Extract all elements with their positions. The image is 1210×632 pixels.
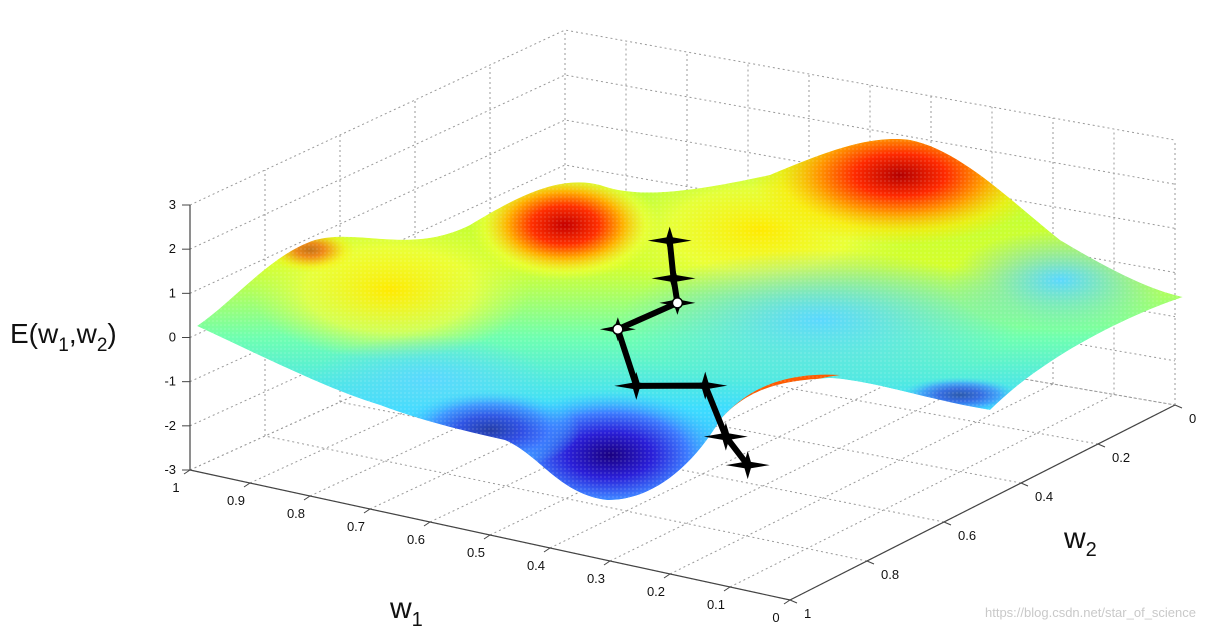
- path-circle-marker: [671, 297, 684, 309]
- x-tick: [363, 508, 371, 514]
- watermark: https://blog.csdn.net/star_of_science: [984, 605, 1196, 620]
- x-tick-label: 0.2: [647, 584, 665, 599]
- y-tick-label: 0.2: [1112, 450, 1130, 465]
- path-star-marker: [725, 451, 770, 480]
- z-tick-label: -1: [164, 374, 176, 389]
- x-tick-label: 0.7: [347, 519, 365, 534]
- y-tick-label: 0: [1189, 411, 1196, 426]
- x-tick-label: 0.6: [407, 532, 425, 547]
- y-axis-line: [789, 404, 1176, 601]
- descent-path: [599, 226, 770, 480]
- z-tick-label: 0: [169, 330, 176, 345]
- x-tick-label: 1: [172, 480, 179, 495]
- path-star-marker: [683, 371, 728, 400]
- x-tick-label: 0.5: [467, 545, 485, 560]
- z-axis-title: E(w1,w2): [10, 318, 117, 356]
- z-tick-label: -2: [164, 418, 176, 433]
- x-axis-title: w1: [389, 592, 423, 631]
- y-tick: [866, 560, 875, 565]
- x-tick: [483, 534, 491, 540]
- surface-body: [197, 139, 1183, 500]
- z-tick-label: 3: [169, 197, 176, 212]
- grid-line: [669, 383, 1054, 575]
- x-tick: [663, 573, 671, 579]
- x-tick: [543, 547, 551, 553]
- path-star-marker: [651, 264, 696, 293]
- path-star-marker: [703, 422, 748, 451]
- x-tick: [603, 560, 611, 566]
- path-star-marker: [647, 226, 692, 255]
- x-tick: [723, 586, 731, 592]
- x-tick-label: 0.9: [227, 493, 245, 508]
- z-tick-label: -3: [164, 462, 176, 477]
- grid-line: [189, 74, 1176, 250]
- y-tick: [1020, 482, 1029, 487]
- x-tick: [783, 599, 791, 605]
- x-tick-label: 0.4: [527, 558, 545, 573]
- x-tick-label: 0: [772, 610, 779, 625]
- y-tick-label: 0.4: [1035, 489, 1053, 504]
- y-tick-label: 0.8: [881, 567, 899, 582]
- x-tick: [423, 521, 431, 527]
- y-tick-label: 0.6: [958, 528, 976, 543]
- y-tick: [1097, 443, 1106, 448]
- surface-mesh: [197, 139, 1183, 500]
- z-tick-label: 1: [169, 285, 176, 300]
- y-tick: [943, 521, 952, 526]
- grid-line: [609, 373, 993, 562]
- y-tick-label: 1: [804, 606, 811, 621]
- grid-line: [729, 394, 1115, 588]
- axis-ticks: 3 2 1 0 -1 -2 -3 1 0.9 0.8 0.7 0.6 0.5 0.4 0.3 0.2 0.1 0 0…: [164, 197, 1196, 625]
- grid-line: [189, 29, 1176, 206]
- y-tick: [789, 599, 798, 604]
- x-tick-label: 0.3: [587, 571, 605, 586]
- x-tick: [243, 482, 251, 488]
- y-axis-title: w2: [1063, 522, 1097, 561]
- z-tick-label: 2: [169, 241, 176, 256]
- x-tick-label: 0.1: [707, 597, 725, 612]
- path-star-marker: [614, 371, 659, 400]
- path-circle-marker: [612, 323, 624, 336]
- x-tick-label: 0.8: [287, 506, 305, 521]
- x-tick: [183, 469, 191, 475]
- x-tick: [303, 495, 311, 501]
- error-surface: [197, 139, 1183, 500]
- y-tick: [1174, 404, 1183, 409]
